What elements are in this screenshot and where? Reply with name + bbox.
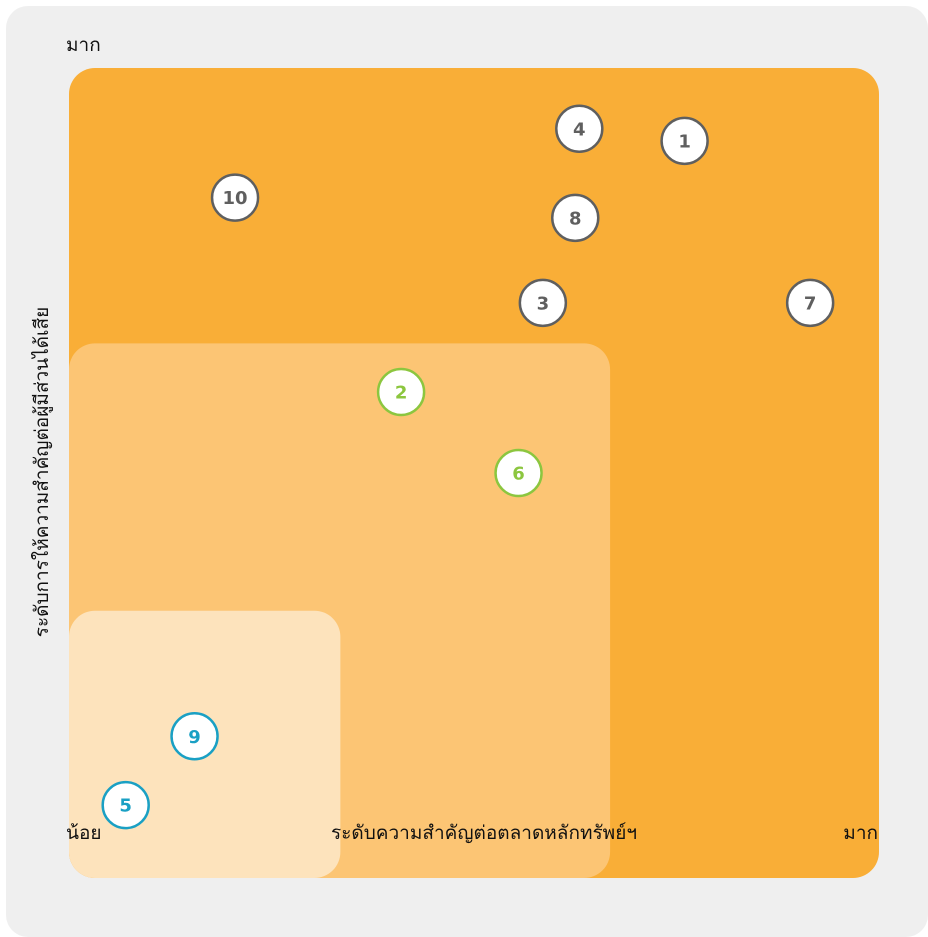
data-point-8: 8 [551, 193, 600, 243]
data-point-9: 9 [170, 712, 219, 761]
data-point-marker [376, 367, 426, 417]
data-point-label: 8 [569, 208, 582, 229]
y-axis-title: ระดับการให้ความสำคัญต่อผู้มีส่วนได้เสีย [31, 306, 53, 638]
data-point-marker [785, 278, 835, 328]
data-point-label: 10 [223, 188, 248, 209]
data-point-2: 2 [376, 367, 426, 417]
data-point-marker [551, 193, 600, 243]
data-point-3: 3 [518, 278, 568, 328]
data-point-label: 3 [537, 293, 550, 314]
x-axis-low-label: น้อย [66, 822, 102, 844]
data-point-marker [170, 712, 219, 761]
data-point-marker [555, 104, 604, 153]
data-point-5: 5 [101, 780, 150, 830]
data-point-marker [518, 278, 568, 328]
data-point-6: 6 [494, 448, 543, 498]
data-point-10: 10 [210, 173, 260, 222]
y-axis-high-label: มาก [66, 34, 101, 56]
data-point-label: 9 [188, 727, 201, 748]
data-point-7: 7 [785, 278, 835, 328]
data-point-marker [101, 780, 150, 830]
x-axis-high-label: มาก [843, 822, 878, 844]
points-layer: 1 2 3 4 5 6 7 8 9 10 [101, 104, 835, 830]
data-point-label: 1 [678, 131, 691, 152]
data-point-label: 4 [573, 119, 586, 140]
data-point-label: 6 [512, 464, 525, 485]
data-point-label: 7 [804, 293, 817, 314]
data-point-label: 5 [119, 796, 132, 817]
data-point-marker [210, 173, 260, 222]
data-point-marker [494, 448, 543, 498]
data-point-1: 1 [660, 116, 709, 166]
data-point-label: 2 [395, 383, 408, 404]
data-point-4: 4 [555, 104, 604, 153]
data-point-marker [660, 116, 709, 166]
x-axis-title: ระดับความสำคัญต่อตลาดหลักทรัพย์ฯ [330, 822, 638, 844]
